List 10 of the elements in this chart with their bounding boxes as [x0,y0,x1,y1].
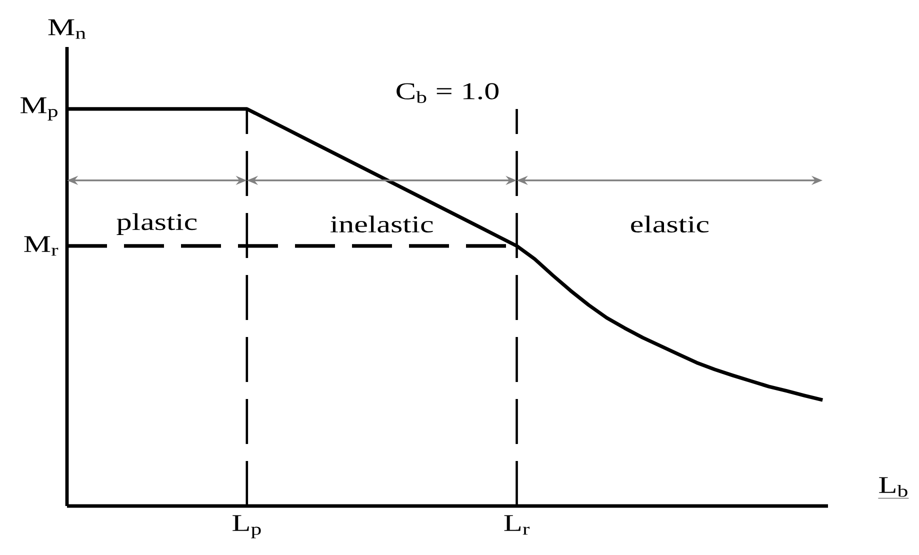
series-label: M$_{r}$ [24,236,58,256]
x-axis-title: L$_{b}$ [879,477,908,497]
annotation: inelastic [330,216,433,233]
x-tick-label: L$_{r}$ [504,515,530,535]
y-axis-title: M$_{n}$ [48,19,86,39]
series-label: M$_{p}$ [20,97,58,120]
annotation: plastic [116,213,197,235]
annotation: elastic [631,216,709,233]
x-tick-label: L$_{p}$ [232,515,261,538]
text: C$_{b}$ = 1.0 [396,83,499,103]
